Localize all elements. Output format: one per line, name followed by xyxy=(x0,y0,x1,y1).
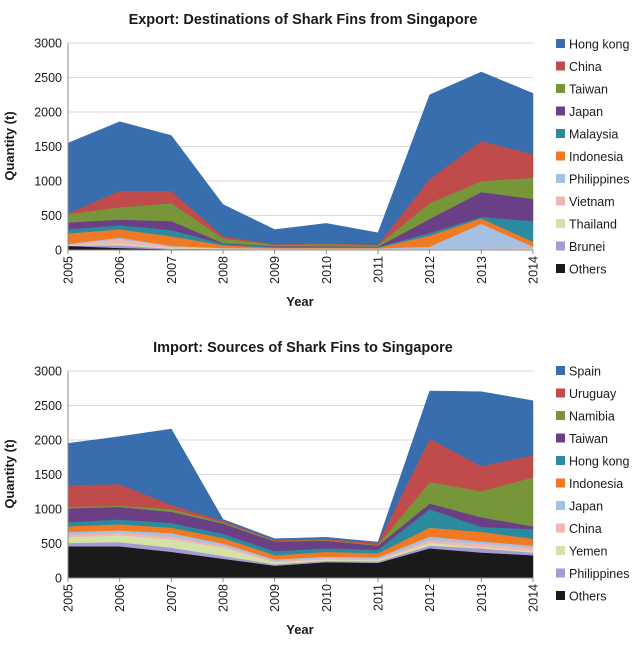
x-tick-label: 2009 xyxy=(268,584,282,612)
legend-label-china: China xyxy=(569,522,602,536)
legend-swatch-others xyxy=(556,264,565,273)
legend-label-hong-kong: Hong kong xyxy=(569,455,630,469)
area-spain xyxy=(67,390,534,544)
x-tick-label: 2011 xyxy=(372,584,386,611)
x-tick-label: 2012 xyxy=(423,584,437,612)
import-chart: Import: Sources of Shark Fins to Singapo… xyxy=(2,340,630,637)
legend-swatch-others xyxy=(556,591,565,600)
legend-label-indonesia: Indonesia xyxy=(569,477,623,491)
y-tick-label: 500 xyxy=(41,537,62,551)
legend-swatch-brunei xyxy=(556,241,565,251)
chart-title: Export: Destinations of Shark Fins from … xyxy=(129,12,478,28)
y-tick-label: 1500 xyxy=(34,468,62,482)
legend-label-vietnam: Vietnam xyxy=(569,195,615,209)
legend-swatch-namibia xyxy=(556,411,565,420)
legend-swatch-spain xyxy=(556,366,565,375)
legend-label-japan: Japan xyxy=(569,105,603,119)
x-tick-label: 2011 xyxy=(372,256,386,283)
y-tick-label: 3000 xyxy=(34,37,62,51)
legend-label-philippines: Philippines xyxy=(569,567,629,581)
x-tick-label: 2010 xyxy=(320,256,334,284)
x-tick-label: 2006 xyxy=(113,256,127,284)
legend-label-philippines: Philippines xyxy=(569,173,629,187)
legend-label-thailand: Thailand xyxy=(569,218,617,232)
x-tick-label: 2007 xyxy=(165,256,179,284)
legend-label-namibia: Namibia xyxy=(569,410,615,424)
x-tick-label: 2008 xyxy=(217,584,231,612)
y-tick-label: 1500 xyxy=(34,140,62,154)
legend-swatch-japan xyxy=(556,501,565,510)
x-tick-label: 2006 xyxy=(113,584,127,612)
legend-swatch-japan xyxy=(556,106,565,116)
legend-swatch-yemen xyxy=(556,546,565,555)
legend-label-spain: Spain xyxy=(569,365,601,379)
legend-label-uruguay: Uruguay xyxy=(569,387,617,401)
legend-swatch-vietnam xyxy=(556,196,565,206)
y-tick-label: 3000 xyxy=(34,365,62,379)
legend-swatch-hong-kong xyxy=(556,39,565,48)
legend-label-china: China xyxy=(569,60,602,74)
y-tick-label: 2000 xyxy=(34,106,62,120)
y-axis-label: Quantity (t) xyxy=(2,439,17,508)
x-tick-label: 2014 xyxy=(527,584,541,612)
y-tick-label: 2000 xyxy=(34,434,62,448)
legend-label-japan: Japan xyxy=(569,500,603,514)
x-tick-label: 2005 xyxy=(62,256,76,284)
y-tick-label: 1000 xyxy=(34,175,62,189)
legend-swatch-uruguay xyxy=(556,388,565,398)
x-tick-label: 2008 xyxy=(217,256,231,284)
y-tick-label: 2500 xyxy=(34,399,62,413)
legend-swatch-china xyxy=(556,61,565,71)
x-tick-label: 2010 xyxy=(320,584,334,612)
y-axis-label: Quantity (t) xyxy=(2,111,17,180)
x-tick-label: 2014 xyxy=(527,256,541,284)
x-axis-label: Year xyxy=(286,294,313,309)
y-tick-label: 1000 xyxy=(34,503,62,517)
x-tick-label: 2013 xyxy=(475,584,489,612)
x-tick-label: 2007 xyxy=(165,584,179,612)
y-tick-label: 2500 xyxy=(34,71,62,85)
legend-label-malaysia: Malaysia xyxy=(569,128,618,142)
x-tick-label: 2013 xyxy=(475,256,489,284)
legend-swatch-china xyxy=(556,523,565,533)
area-hong-kong xyxy=(67,71,534,245)
legend-swatch-taiwan xyxy=(556,433,565,443)
legend-label-indonesia: Indonesia xyxy=(569,150,623,164)
legend-swatch-indonesia xyxy=(556,151,565,161)
legend-label-yemen: Yemen xyxy=(569,545,608,559)
export-chart: Export: Destinations of Shark Fins from … xyxy=(2,12,630,309)
x-axis-label: Year xyxy=(286,622,313,637)
legend-swatch-taiwan xyxy=(556,84,565,93)
y-tick-label: 0 xyxy=(55,244,62,258)
legend-label-others: Others xyxy=(569,263,607,277)
legend-swatch-philippines xyxy=(556,174,565,183)
y-tick-label: 0 xyxy=(55,572,62,586)
legend-label-brunei: Brunei xyxy=(569,240,605,254)
legend-label-hong-kong: Hong kong xyxy=(569,38,630,52)
legend-swatch-malaysia xyxy=(556,129,565,138)
x-tick-label: 2005 xyxy=(62,584,76,612)
legend-label-taiwan: Taiwan xyxy=(569,83,608,97)
x-tick-label: 2012 xyxy=(423,256,437,284)
legend-label-others: Others xyxy=(569,590,607,604)
chart-title: Import: Sources of Shark Fins to Singapo… xyxy=(153,340,453,356)
legend-swatch-indonesia xyxy=(556,478,565,488)
legend-swatch-hong-kong xyxy=(556,456,565,465)
legend-swatch-thailand xyxy=(556,219,565,228)
legend-swatch-philippines xyxy=(556,568,565,578)
y-tick-label: 500 xyxy=(41,209,62,223)
legend-label-taiwan: Taiwan xyxy=(569,432,608,446)
x-tick-label: 2009 xyxy=(268,256,282,284)
